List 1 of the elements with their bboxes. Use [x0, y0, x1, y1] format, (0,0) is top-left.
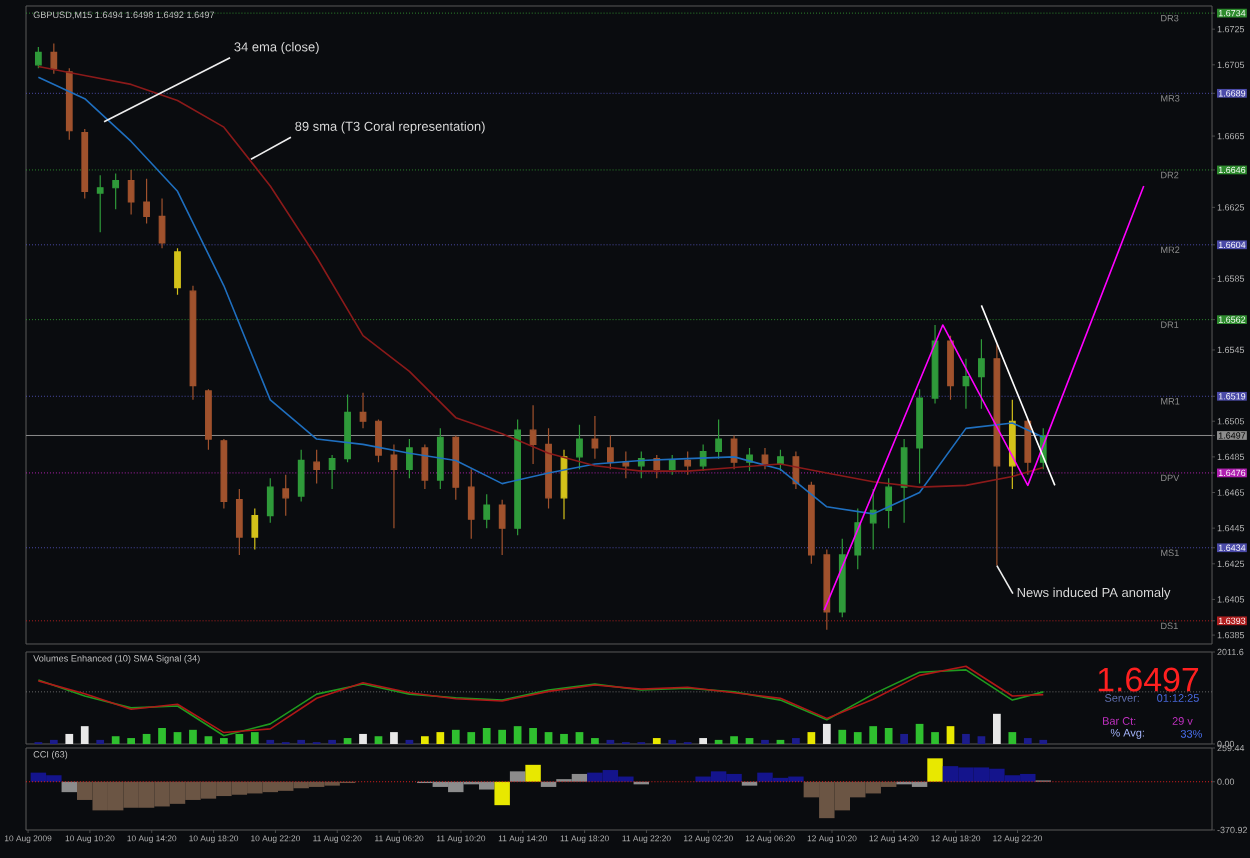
annotation: 1.6497: [1098, 667, 1199, 692]
